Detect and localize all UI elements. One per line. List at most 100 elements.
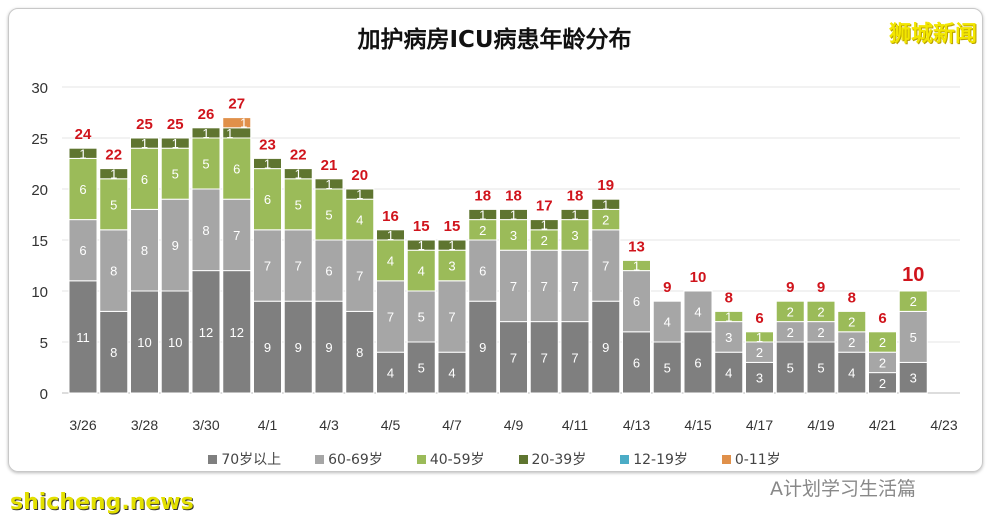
- x-tick-label: 4/3: [319, 417, 339, 433]
- x-tick-label: 4/23: [930, 417, 957, 433]
- segment-label: 6: [325, 264, 332, 279]
- segment-label: 7: [571, 279, 578, 294]
- total-label: 17: [536, 198, 553, 215]
- legend-label: 0-11岁: [734, 452, 781, 468]
- segment-label: 1: [141, 136, 148, 151]
- legend-item: 40-59岁: [416, 449, 485, 469]
- segment-label: 5: [418, 310, 425, 325]
- segment-label: 4: [848, 366, 855, 381]
- segment-label: 7: [510, 279, 517, 294]
- total-label: 18: [474, 187, 491, 204]
- bar-segment: [160, 198, 190, 292]
- bar-segment: [130, 137, 159, 149]
- legend-label: 60-69岁: [328, 452, 383, 468]
- total-label: 18: [505, 187, 522, 204]
- total-label: 23: [259, 136, 276, 153]
- bar-segment: [130, 208, 159, 292]
- segment-label: 2: [910, 294, 917, 309]
- y-tick-label: 0: [40, 386, 48, 403]
- legend-swatch: [208, 455, 218, 464]
- bar-segment: [499, 321, 528, 394]
- bar-segment: [253, 229, 282, 302]
- segment-label: 5: [910, 330, 917, 345]
- legend-item: 60-69岁: [315, 449, 383, 469]
- bar-segment: [68, 147, 98, 159]
- x-tick-label: 4/17: [746, 417, 773, 433]
- x-tick-label: 4/11: [562, 417, 588, 433]
- y-tick-label: 5: [40, 335, 48, 352]
- legend-label: 12-19岁: [633, 452, 688, 468]
- segment-label: 11: [76, 330, 90, 345]
- segment-label: 2: [817, 304, 824, 319]
- segment-label: 4: [387, 253, 394, 268]
- bar-segment: [406, 239, 436, 251]
- segment-label: 9: [325, 340, 332, 355]
- total-label: 24: [75, 126, 92, 143]
- segment-label: 1: [479, 208, 486, 223]
- y-tick-label: 25: [31, 131, 48, 148]
- y-tick-label: 15: [31, 233, 48, 250]
- bar-segment: [222, 270, 252, 394]
- segment-label: 1: [387, 228, 394, 243]
- x-tick-label: 4/15: [684, 417, 711, 433]
- segment-label: 4: [694, 304, 701, 319]
- bar-segment: [283, 168, 313, 180]
- segment-label: 7: [448, 310, 455, 325]
- bar-segment: [468, 300, 498, 394]
- bar-segment: [499, 208, 528, 221]
- segment-label: 6: [633, 294, 640, 309]
- x-tick-label: 4/9: [504, 417, 524, 433]
- segment-label: 7: [295, 259, 302, 274]
- bar-segment: [560, 321, 590, 394]
- legend-item: 12-19岁: [620, 449, 688, 469]
- segment-label: 1: [418, 238, 425, 253]
- segment-label: 1: [510, 208, 517, 223]
- total-label: 20: [351, 167, 368, 184]
- segment-label: 5: [664, 361, 671, 376]
- legend-swatch: [416, 455, 426, 464]
- segment-label: 1: [602, 197, 609, 212]
- x-tick-label: 4/21: [869, 417, 896, 433]
- segment-label: 2: [787, 304, 794, 319]
- bar-segment: [468, 208, 498, 221]
- x-tick-label: 4/13: [623, 417, 650, 433]
- bar-segment: [222, 117, 252, 129]
- segment-label: 3: [448, 259, 455, 274]
- legend-item: 0-11岁: [721, 449, 781, 469]
- bar-segment: [253, 168, 282, 231]
- bar-segment: [222, 198, 252, 272]
- bar-segment: [99, 178, 129, 231]
- segment-label: 8: [110, 345, 117, 360]
- legend-swatch: [721, 455, 731, 464]
- segment-label: 1: [756, 330, 763, 345]
- total-label: 9: [786, 279, 794, 296]
- segment-label: 6: [694, 355, 701, 370]
- legend-label: 40-59岁: [429, 452, 485, 468]
- bar-segment: [745, 331, 774, 343]
- segment-label: 5: [418, 361, 425, 376]
- segment-label: 12: [230, 325, 244, 340]
- legend-swatch: [315, 455, 325, 464]
- segment-label: 3: [510, 228, 517, 243]
- segment-label: 10: [137, 335, 151, 350]
- bar-segment: [222, 137, 252, 200]
- total-label: 9: [817, 279, 825, 296]
- legend-swatch: [620, 455, 630, 464]
- bar-segment: [160, 290, 190, 394]
- segment-label: 7: [264, 259, 271, 274]
- bar-segment: [806, 300, 836, 323]
- segment-label: 9: [295, 340, 302, 355]
- bar-segment: [591, 229, 621, 302]
- segment-label: 2: [787, 325, 794, 340]
- bar-segment: [837, 351, 867, 394]
- bar-segment: [529, 321, 559, 394]
- y-tick-label: 20: [31, 182, 48, 199]
- total-label: 10: [690, 269, 707, 286]
- bar-segment: [560, 249, 590, 323]
- bar-segment: [345, 310, 375, 394]
- legend-swatch: [518, 455, 528, 464]
- segment-label: 7: [510, 350, 517, 365]
- segment-label: 12: [199, 325, 213, 340]
- segment-label: 3: [571, 228, 578, 243]
- total-label: 26: [198, 106, 215, 123]
